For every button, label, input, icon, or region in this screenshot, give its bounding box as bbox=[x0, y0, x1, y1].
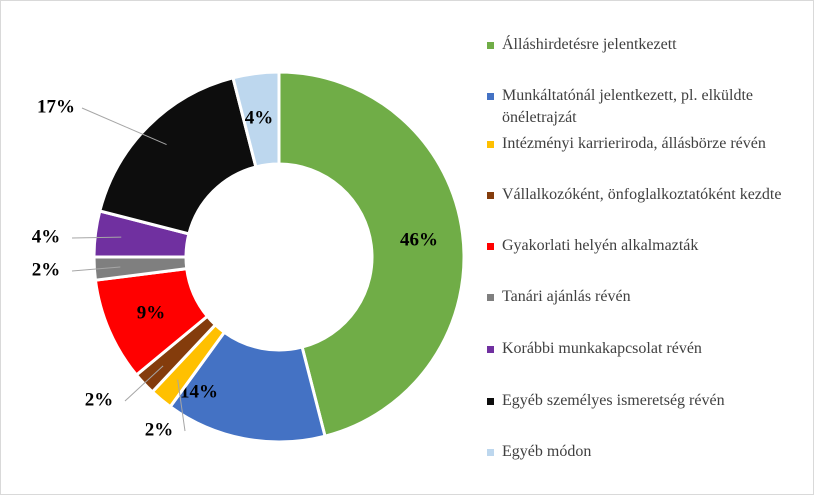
legend-swatch bbox=[487, 93, 494, 100]
legend-label: Munkáltatónál jelentkezett, pl. elküldte… bbox=[502, 87, 754, 126]
leader-line bbox=[81, 107, 167, 146]
legend-label: Korábbi munkakapcsolat révén bbox=[502, 340, 702, 357]
legend-item: Munkáltatónál jelentkezett, pl. elküldte… bbox=[487, 85, 809, 129]
data-label: 46% bbox=[400, 229, 438, 250]
legend-label: Álláshirdetésre jelentkezett bbox=[502, 36, 677, 53]
data-label: 17% bbox=[37, 96, 75, 117]
legend-label: Gyakorlati helyén alkalmazták bbox=[502, 237, 699, 254]
leader-line bbox=[71, 236, 122, 239]
legend-swatch bbox=[487, 346, 494, 353]
legend-item: Vállalkozóként, önfoglalkoztatóként kezd… bbox=[487, 184, 809, 206]
legend-item: Álláshirdetésre jelentkezett bbox=[487, 34, 809, 56]
legend-item: Intézményi karrieriroda, állásbörze révé… bbox=[487, 133, 809, 155]
data-label: 2% bbox=[85, 389, 114, 410]
legend-label: Egyéb módon bbox=[502, 443, 592, 460]
legend-swatch bbox=[487, 243, 494, 250]
legend-item: Gyakorlati helyén alkalmazták bbox=[487, 235, 809, 257]
legend-label: Intézményi karrieriroda, állásbörze révé… bbox=[502, 135, 766, 152]
data-label: 9% bbox=[137, 302, 166, 323]
donut-slice bbox=[97, 75, 258, 236]
legend-label: Vállalkozóként, önfoglalkoztatóként kezd… bbox=[502, 186, 782, 203]
legend-label: Egyéb személyes ismeretség révén bbox=[502, 392, 725, 409]
legend-item: Egyéb személyes ismeretség révén bbox=[487, 390, 809, 412]
legend-swatch bbox=[487, 398, 494, 405]
data-label: 2% bbox=[145, 419, 174, 440]
legend-item: Korábbi munkakapcsolat révén bbox=[487, 338, 809, 360]
leader-line bbox=[177, 379, 186, 432]
legend-swatch bbox=[487, 42, 494, 49]
leader-line bbox=[124, 365, 164, 402]
legend-label: Tanári ajánlás révén bbox=[502, 288, 631, 305]
data-label: 2% bbox=[32, 259, 61, 280]
data-label: 4% bbox=[32, 226, 61, 247]
data-label: 4% bbox=[245, 107, 274, 128]
data-label: 14% bbox=[180, 381, 218, 402]
legend-swatch bbox=[487, 192, 494, 199]
legend-swatch bbox=[487, 449, 494, 456]
legend-item: Tanári ajánlás révén bbox=[487, 286, 809, 308]
leader-line bbox=[71, 266, 121, 272]
donut-slice bbox=[277, 70, 466, 439]
legend-swatch bbox=[487, 294, 494, 301]
legend-item: Egyéb módon bbox=[487, 441, 809, 463]
legend-swatch bbox=[487, 141, 494, 148]
donut-slice bbox=[231, 70, 281, 169]
